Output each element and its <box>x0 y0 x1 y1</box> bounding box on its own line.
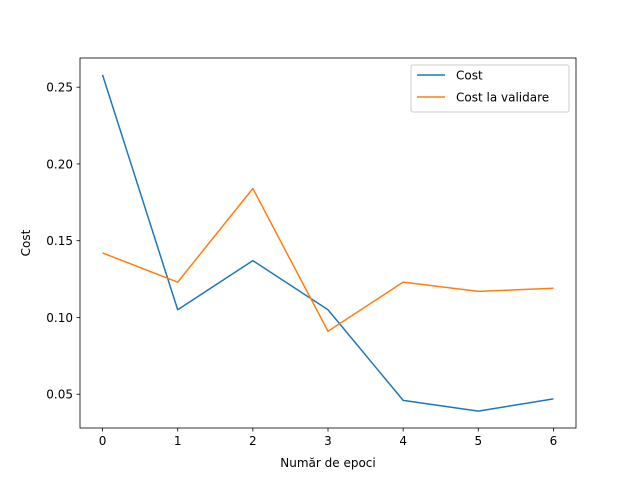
y-tick-label: 0.25 <box>46 81 73 95</box>
x-axis-label: Număr de epoci <box>280 456 375 470</box>
y-axis-ticks: 0.05 0.10 0.15 0.20 0.25 <box>46 81 80 402</box>
x-axis-ticks: 0 1 2 3 4 5 6 <box>99 428 558 448</box>
x-tick-label: 6 <box>550 434 558 448</box>
legend-label-cost-la-validare: Cost la validare <box>456 91 549 105</box>
series-line-cost <box>101 74 554 412</box>
x-tick-label: 0 <box>99 434 107 448</box>
y-tick-label: 0.05 <box>46 388 73 402</box>
series-line-cost-la-validare <box>102 187 554 333</box>
y-tick-label: 0.20 <box>46 157 73 171</box>
legend: Cost Cost la validare <box>410 64 570 113</box>
x-tick-label: 3 <box>324 434 332 448</box>
x-tick-label: 1 <box>174 434 182 448</box>
x-tick-label: 5 <box>474 434 482 448</box>
y-tick-label: 0.10 <box>46 311 73 325</box>
plot-area <box>79 57 577 429</box>
x-tick-label: 4 <box>399 434 407 448</box>
legend-box <box>410 64 570 113</box>
x-tick-label: 2 <box>249 434 257 448</box>
y-axis-label: Cost <box>19 229 33 256</box>
legend-label-cost: Cost <box>456 69 483 83</box>
y-tick-label: 0.15 <box>46 234 73 248</box>
series-lines <box>101 74 554 412</box>
